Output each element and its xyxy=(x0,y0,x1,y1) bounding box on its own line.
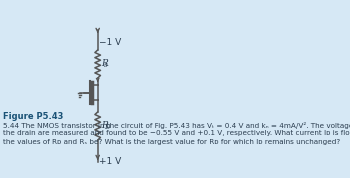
Text: s: s xyxy=(104,61,108,69)
Text: the values of Rᴅ and Rₛ be? What is the largest value for Rᴅ for which Iᴅ remain: the values of Rᴅ and Rₛ be? What is the … xyxy=(3,139,340,145)
Text: D: D xyxy=(104,123,110,131)
Text: R: R xyxy=(102,121,108,130)
Text: −1 V: −1 V xyxy=(99,38,121,47)
Text: +1 V: +1 V xyxy=(99,157,121,166)
Text: 5.44 The NMOS transistor in the circuit of Fig. P5.43 has Vₜ = 0.4 V and kₙ = 4m: 5.44 The NMOS transistor in the circuit … xyxy=(3,122,350,129)
Text: Figure P5.43: Figure P5.43 xyxy=(3,112,63,121)
Text: R: R xyxy=(102,59,108,67)
Text: the drain are measured and found to be −0.55 V and +0.1 V, respectively. What cu: the drain are measured and found to be −… xyxy=(3,130,350,137)
